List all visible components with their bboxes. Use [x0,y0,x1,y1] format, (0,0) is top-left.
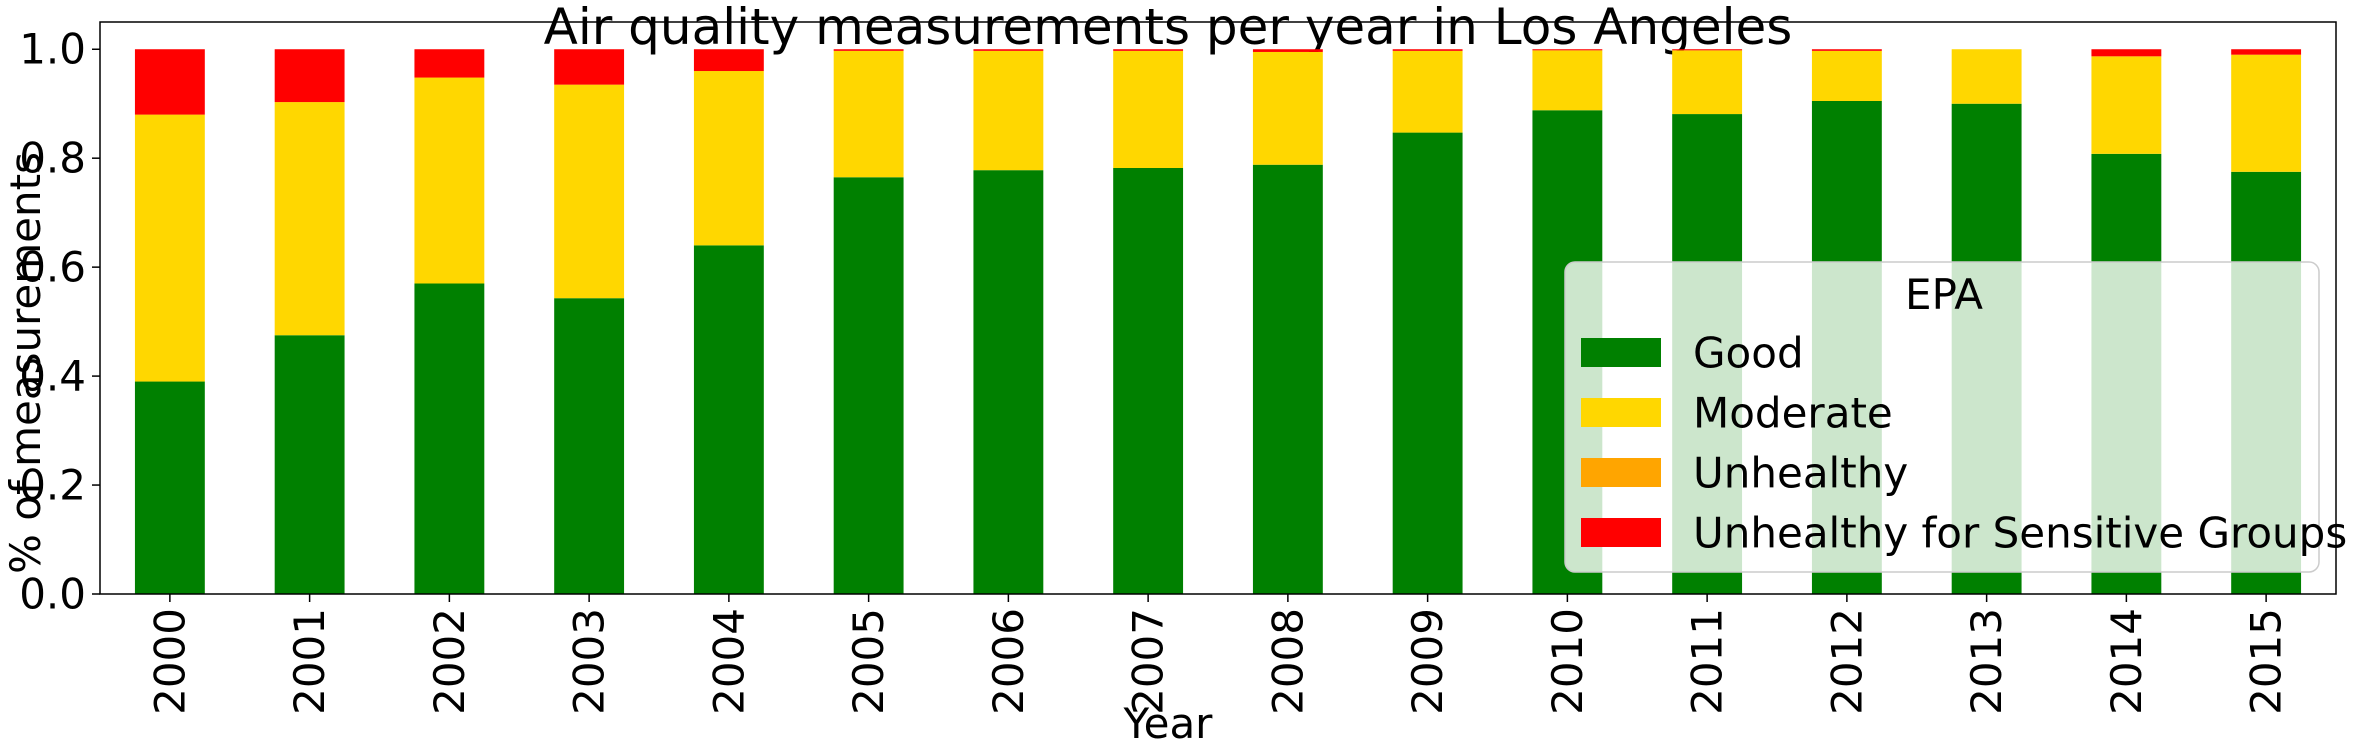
bar-moderate-2003 [554,84,625,299]
bar-good-2009 [1392,132,1463,594]
bar-moderate-2011 [1672,50,1743,115]
x-tick-label: 2007 [1124,608,1173,715]
x-tick-label: 2001 [285,608,334,715]
bar-moderate-2004 [693,71,764,246]
x-ticks-group: 2000 2001 2002 2003 2004 2005 2006 2007 2008 2009… [145,594,2291,715]
bar-unhealthy-for-sensitive-groups-2014 [2091,49,2162,57]
bar-unhealthy-for-sensitive-groups-2003 [554,49,625,85]
legend-label-unhealthy: Unhealthy [1693,449,1908,498]
x-tick-label: 2008 [1263,608,1312,715]
y-tick-label: 0.8 [19,134,86,183]
bar-unhealthy-for-sensitive-groups-2001 [274,49,345,103]
bar-unhealthy-for-sensitive-groups-2006 [973,49,1044,51]
bar-good-2006 [973,170,1044,594]
bar-unhealthy-for-sensitive-groups-2015 [2231,49,2302,55]
bar-unhealthy-for-sensitive-groups-2009 [1392,49,1463,51]
legend-label-good: Good [1693,329,1804,378]
legend-swatch-unhealthy-for-sensitive-groups [1581,518,1661,547]
bar-unhealthy-for-sensitive-groups-2002 [414,49,485,78]
y-ticks-group: 0.0 0.2 0.4 0.6 0.8 1.0 [19,25,100,619]
x-tick-label: 2004 [704,608,753,715]
y-tick-label: 0.4 [19,352,86,401]
x-tick-label: 2009 [1403,608,1452,715]
y-tick-label: 0.0 [19,570,86,619]
legend-swatch-good [1581,338,1661,367]
bar-moderate-2001 [274,102,345,336]
x-tick-label: 2003 [565,608,614,715]
plot-area-frame [99,21,2337,595]
bar-good-2002 [414,283,485,594]
bar-moderate-2006 [973,50,1044,171]
legend-swatch-moderate [1581,398,1661,427]
y-tick-label: 0.6 [19,243,86,292]
legend-items: Good Moderate Unhealthy Unhealthy for Sensi… [1581,329,2347,558]
bar-moderate-2009 [1392,50,1463,133]
bar-unhealthy-for-sensitive-groups-2012 [1811,49,1882,51]
x-tick-label: 2010 [1543,608,1592,715]
chart-title: Air quality measurements per year in Los… [544,0,1793,56]
bar-unhealthy-for-sensitive-groups-2008 [1252,49,1323,52]
y-axis-label: % of measurements [1,152,50,574]
bar-moderate-2005 [833,50,904,178]
bar-moderate-2015 [2231,54,2302,172]
bar-good-2003 [554,298,625,594]
x-tick-label: 2015 [2242,608,2291,715]
bar-good-2007 [1113,167,1184,594]
bar-unhealthy-for-sensitive-groups-2010 [1532,49,1603,51]
y-tick-label: 1.0 [19,25,86,74]
bar-good-2001 [274,335,345,594]
legend-label-unhealthy-for-sensitive-groups: Unhealthy for Sensitive Groups [1693,509,2347,558]
legend-swatch-unhealthy [1581,458,1661,487]
y-tick-label: 0.2 [19,461,86,510]
bar-unhealthy-for-sensitive-groups-2011 [1672,49,1743,51]
x-tick-label: 2012 [1822,608,1871,715]
x-tick-label: 2002 [425,608,474,715]
x-tick-label: 2011 [1683,608,1732,715]
bar-unhealthy-for-sensitive-groups-2000 [134,49,205,115]
bar-moderate-2010 [1532,50,1603,111]
bar-unhealthy-for-sensitive-groups-2005 [833,49,904,51]
x-tick-label: 2013 [1962,608,2011,715]
bar-moderate-2008 [1252,51,1323,165]
bar-moderate-2013 [1951,49,2022,104]
bar-moderate-2007 [1113,50,1184,168]
legend: EPA Good Moderate Unhealthy Unhealthy for S… [1564,261,2347,573]
x-tick-label: 2006 [984,608,1033,715]
bar-unhealthy-for-sensitive-groups-2004 [693,49,764,72]
bar-moderate-2000 [134,114,205,382]
legend-title: EPA [1905,270,1983,319]
bar-good-2005 [833,177,904,594]
bar-good-2004 [693,245,764,594]
bar-moderate-2012 [1811,50,1882,101]
x-axis-label: Year [1123,699,1214,748]
legend-label-moderate: Moderate [1693,389,1893,438]
bar-unhealthy-for-sensitive-groups-2007 [1113,49,1184,51]
bar-good-2000 [134,381,205,594]
legend-box [1564,261,2320,573]
x-tick-label: 2005 [844,608,893,715]
x-tick-label: 2000 [145,608,194,715]
bar-moderate-2014 [2091,56,2162,154]
x-tick-label: 2014 [2102,608,2151,715]
bar-good-2008 [1252,164,1323,595]
bar-moderate-2002 [414,77,485,284]
